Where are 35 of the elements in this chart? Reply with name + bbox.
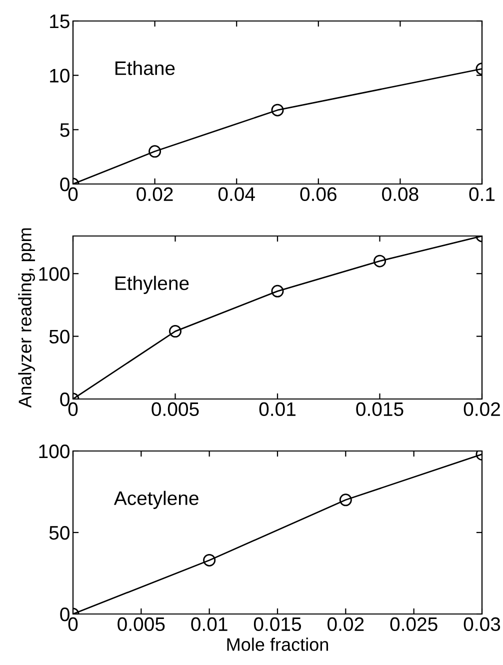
x-tick-label: 0.01 bbox=[191, 617, 228, 632]
annotation: Ethylene bbox=[115, 276, 189, 294]
y-tick-label: 5 bbox=[60, 123, 70, 137]
point bbox=[271, 284, 284, 298]
x-tick-label: 0.08 bbox=[382, 187, 418, 202]
x-tick-label: 0.02 bbox=[464, 402, 500, 416]
x-tick-label: 0.02 bbox=[328, 617, 364, 632]
point bbox=[169, 325, 182, 338]
point bbox=[374, 254, 386, 268]
x-tick-label: 0.005 bbox=[152, 402, 199, 416]
point bbox=[271, 104, 284, 116]
y-tick-label: 15 bbox=[50, 14, 70, 28]
y-tick-label: 100 bbox=[39, 267, 70, 281]
x-tick-label: 0.01 bbox=[259, 402, 296, 416]
annotation: Acetylene bbox=[114, 490, 198, 509]
y-tick-label: 50 bbox=[49, 330, 70, 344]
y-axis-title: Analyzer reading, ppm bbox=[18, 228, 36, 408]
x-tick-label: 0.06 bbox=[300, 187, 336, 202]
x-tick-label: 0.04 bbox=[218, 187, 255, 202]
y-tick-label: 100 bbox=[39, 444, 70, 458]
annotation: Ethane bbox=[115, 60, 175, 76]
x-tick-label: 0.02 bbox=[136, 187, 173, 202]
y-tick-label: 0 bbox=[60, 607, 70, 622]
x-tick-label: 0.03 bbox=[464, 617, 500, 632]
x-tick-label: 0.015 bbox=[254, 617, 302, 632]
y-tick-label: 0 bbox=[60, 177, 70, 192]
point bbox=[148, 145, 162, 158]
x-axis-title: Mole fraction bbox=[227, 638, 328, 651]
x-tick-label: 0.1 bbox=[469, 187, 495, 202]
y-tick-label: 0 bbox=[60, 392, 70, 406]
y-tick-label: 50 bbox=[49, 526, 70, 540]
y-tick-label: 10 bbox=[50, 68, 70, 83]
x-tick-label: 0.015 bbox=[356, 402, 404, 416]
x-tick-label: 0.005 bbox=[118, 617, 165, 632]
x-tick-label: 0.025 bbox=[390, 617, 438, 632]
